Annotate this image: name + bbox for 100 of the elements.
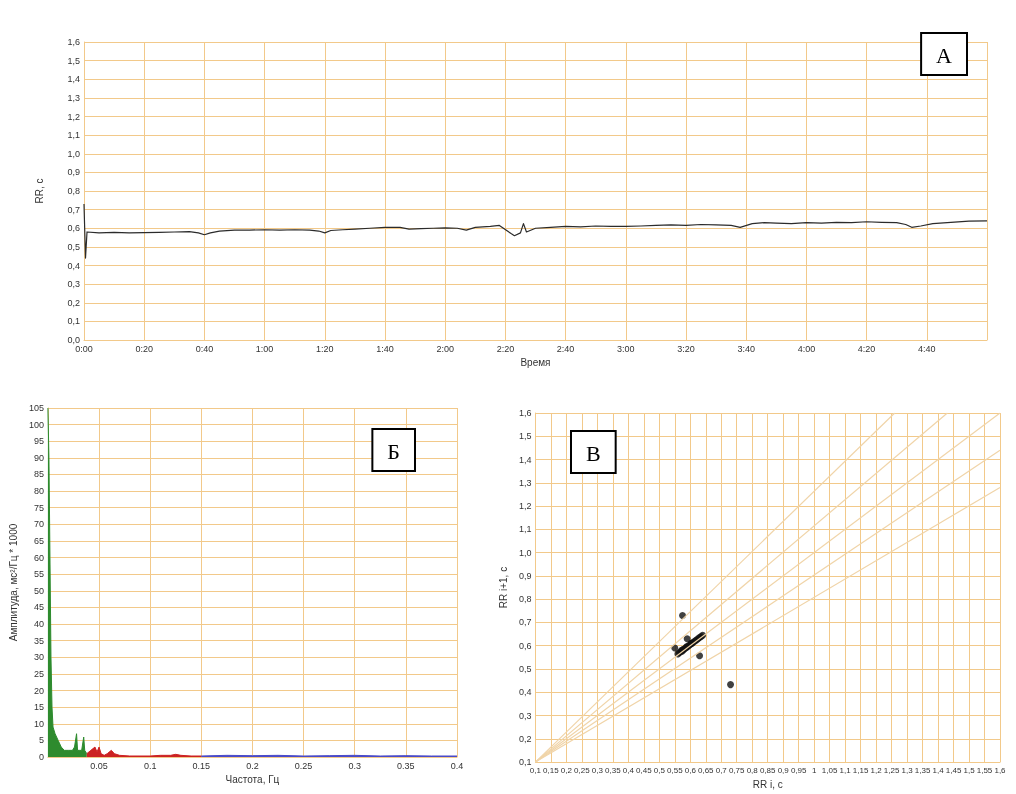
x-tick-label: 0,85	[759, 765, 777, 775]
x-tick-label: 0,15	[543, 765, 560, 775]
x-tick-label: 0,45	[636, 765, 653, 775]
y-tick-label: 60	[33, 552, 44, 563]
x-tick-label: 0.35	[397, 760, 415, 771]
y-tick-label: 0,9	[67, 167, 80, 178]
y-tick-label: 0,7	[518, 617, 532, 628]
x-tick-label: 0:20	[135, 343, 153, 354]
x-tick-label: 3:40	[737, 343, 755, 354]
y-tick-label: 1,3	[518, 477, 532, 488]
x-tick-label: 1,05	[821, 765, 838, 775]
x-tick-label: 0,95	[790, 765, 808, 775]
x-tick-label: 1,15	[852, 765, 869, 775]
x-tick-label: 1,25	[883, 765, 900, 775]
x-tick-label: 0,7	[715, 765, 728, 775]
y-tick-label: 0,2	[518, 733, 532, 744]
x-tick-label: 1,1	[839, 765, 852, 775]
y-tick-label: 1,2	[67, 111, 80, 122]
x-tick-label: 0,3	[591, 765, 604, 775]
y-tick-label: 0,8	[67, 186, 80, 196]
y-tick-label: 1,6	[518, 408, 532, 418]
x-tick-label: 1	[811, 765, 817, 775]
y-tick-label: 0,9	[518, 570, 532, 581]
annotation: Б	[387, 438, 401, 464]
y-tick-label: 0,3	[67, 279, 80, 290]
annotation: А	[936, 42, 953, 68]
x-tick-label: 1,45	[945, 765, 962, 775]
x-tick-label: 1,4	[932, 765, 945, 775]
y-tick-label: 0,3	[518, 710, 532, 721]
x-tick-label: 0.4	[450, 760, 464, 771]
y-tick-label: 1,3	[67, 92, 80, 103]
x-tick-label: 3:00	[617, 343, 635, 354]
x-tick-label: 2:40	[556, 343, 575, 354]
y-tick-label: 0	[38, 752, 44, 762]
y-tick-label: 0,4	[67, 260, 80, 271]
x-tick-label: 4:20	[857, 343, 876, 354]
x-tick-label: 1,5	[963, 765, 976, 775]
x-tick-label: 1:00	[255, 343, 274, 354]
y-tick-label: 95	[33, 436, 44, 447]
y-tick-label: 1,2	[518, 501, 532, 512]
y-tick-label: 65	[33, 535, 44, 546]
x-axis-title: Частота, Гц	[225, 774, 280, 786]
x-tick-label: 0.25	[294, 760, 313, 771]
x-tick-label: 3:20	[677, 343, 695, 354]
x-tick-label: 1:20	[316, 343, 334, 354]
x-tick-label: 0,6	[684, 765, 697, 775]
x-axis-title: RR i, c	[752, 778, 783, 790]
y-tick-label: 1,0	[518, 547, 532, 558]
y-tick-label: 1,1	[518, 524, 532, 535]
x-tick-label: 1,2	[870, 765, 883, 775]
y-tick-label: 1,6	[67, 37, 80, 47]
y-tick-label: 45	[33, 602, 44, 613]
y-tick-label: 75	[33, 502, 44, 513]
y-tick-label: 50	[33, 585, 44, 596]
x-tick-label: 0,5	[653, 765, 666, 775]
y-tick-label: 30	[33, 652, 44, 663]
x-tick-label: 0.1	[143, 760, 157, 771]
y-tick-label: 0,7	[67, 204, 80, 215]
x-axis-title: Время	[520, 357, 551, 369]
y-tick-label: 1,0	[67, 148, 80, 159]
y-tick-label: 0,2	[67, 297, 80, 308]
x-tick-label: 0.15	[192, 760, 211, 771]
y-tick-label: 1,4	[518, 454, 532, 465]
x-tick-label: 4:40	[918, 343, 936, 354]
y-tick-label: 10	[33, 718, 44, 729]
x-tick-label: 0,55	[667, 765, 684, 775]
y-tick-label: 55	[33, 569, 44, 580]
x-tick-label: 0.2	[246, 760, 259, 771]
y-tick-label: 1,5	[518, 431, 532, 442]
y-tick-label: 20	[33, 685, 44, 696]
x-tick-label: 0,25	[574, 765, 591, 775]
x-tick-label: 0,1	[529, 765, 542, 775]
y-axis-title: Амплитуда, мс²/Гц * 1000	[7, 523, 19, 642]
x-tick-label: 1:40	[376, 343, 394, 354]
y-tick-label: 0,5	[67, 241, 80, 252]
y-tick-label: 25	[33, 668, 44, 679]
x-tick-label: 2:00	[436, 343, 454, 354]
y-tick-label: 100	[28, 419, 44, 430]
y-tick-label: 1,1	[67, 130, 80, 141]
x-tick-label: 2:20	[496, 343, 515, 354]
y-tick-label: 0,0	[67, 335, 80, 345]
x-tick-label: 0:40	[195, 343, 214, 354]
x-tick-label: 1,35	[914, 765, 931, 775]
y-tick-label: 0,4	[518, 687, 532, 698]
x-tick-label: 1,55	[976, 765, 993, 775]
y-tick-label: 0,1	[67, 316, 80, 327]
x-tick-label: 0,75	[728, 765, 746, 775]
y-tick-label: 5	[38, 735, 44, 746]
y-tick-label: 80	[33, 486, 44, 497]
y-tick-label: 0,8	[518, 594, 532, 605]
y-tick-label: 105	[28, 403, 44, 413]
y-tick-label: 0,5	[518, 664, 532, 675]
y-tick-label: 70	[33, 519, 44, 530]
x-tick-label: 0.3	[348, 760, 361, 771]
x-tick-label: 0,35	[605, 765, 622, 775]
y-tick-label: 15	[33, 702, 44, 713]
y-axis-title: RR, c	[33, 178, 45, 204]
x-tick-label: 4:00	[797, 343, 816, 354]
x-tick-label: 1,3	[901, 765, 914, 775]
y-tick-label: 0,6	[67, 223, 80, 234]
